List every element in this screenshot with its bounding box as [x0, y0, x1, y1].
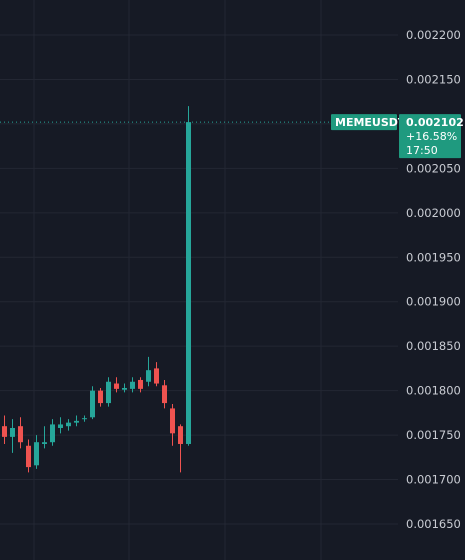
- candle-body: [18, 426, 23, 443]
- candle-body: [74, 420, 79, 423]
- symbol-label-box: [331, 114, 397, 131]
- y-tick-label: 0.001900: [406, 295, 461, 309]
- candle-body: [82, 418, 87, 420]
- candle-body: [114, 383, 119, 389]
- y-tick-label: 0.001750: [406, 428, 461, 442]
- candle-body: [106, 381, 111, 404]
- candle-body: [50, 424, 55, 443]
- candle-body: [162, 385, 167, 404]
- y-tick-label: 0.001850: [406, 339, 461, 353]
- candle: [2, 415, 7, 444]
- candle-body: [34, 442, 39, 466]
- candles: [2, 106, 191, 473]
- price-change-percent: +16.58%: [406, 130, 457, 143]
- candle: [122, 383, 127, 393]
- candle: [106, 377, 111, 407]
- candle: [18, 417, 23, 449]
- candle-body: [178, 426, 183, 444]
- candle: [10, 419, 15, 453]
- candle: [114, 377, 119, 393]
- candle: [186, 106, 191, 446]
- candle-body: [90, 390, 95, 418]
- candle: [154, 362, 159, 387]
- y-tick-label: 0.002150: [406, 72, 461, 86]
- y-tick-label: 0.002050: [406, 161, 461, 175]
- candle-body: [154, 368, 159, 384]
- last-price-box: [399, 114, 461, 159]
- candle-body: [10, 427, 15, 437]
- candle: [26, 439, 31, 473]
- candle: [178, 424, 183, 473]
- candle-body: [186, 122, 191, 444]
- y-tick-label: 0.001650: [406, 517, 461, 531]
- y-tick-label: 0.001800: [406, 384, 461, 398]
- grid-lines: [0, 0, 398, 560]
- candle: [146, 356, 151, 387]
- candle: [170, 403, 175, 446]
- candle: [34, 435, 39, 469]
- price-tag: MEMEUSDT 0.002102 +16.58% 17:50: [331, 114, 464, 159]
- y-tick-label: 0.002200: [406, 28, 461, 42]
- candle-body: [122, 387, 127, 390]
- y-tick-label: 0.002000: [406, 206, 461, 220]
- candle-body: [66, 422, 71, 427]
- candle-body: [98, 390, 103, 404]
- candle-body: [130, 381, 135, 389]
- candle: [74, 415, 79, 427]
- candle: [138, 377, 143, 393]
- y-tick-label: 0.001950: [406, 250, 461, 264]
- candle: [58, 417, 63, 434]
- candle-body: [2, 426, 7, 437]
- candle-body: [58, 424, 63, 428]
- candle-body: [26, 445, 31, 468]
- last-price-value: 0.002102: [406, 116, 464, 129]
- candle: [42, 426, 47, 449]
- candle: [50, 419, 55, 446]
- candle-body: [138, 379, 143, 389]
- candle: [130, 377, 135, 393]
- candle: [66, 419, 71, 431]
- y-axis-ticks: 0.002200 0.002150 0.002050 0.002000 0.001950…: [406, 28, 461, 531]
- candle-countdown: 17:50: [406, 144, 438, 157]
- candle: [82, 415, 87, 422]
- candle-body: [42, 442, 47, 444]
- candle: [98, 387, 103, 407]
- candle-body: [170, 408, 175, 434]
- y-tick-label: 0.001700: [406, 473, 461, 487]
- candle: [90, 386, 95, 420]
- candle: [162, 379, 167, 409]
- candle-body: [146, 370, 151, 382]
- symbol-label: MEMEUSDT: [335, 116, 406, 129]
